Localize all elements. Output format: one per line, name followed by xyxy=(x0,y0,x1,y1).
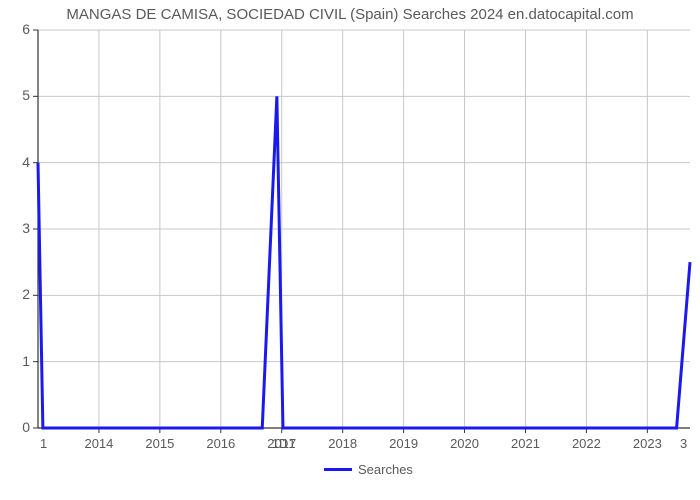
x-tick-label: 2015 xyxy=(145,436,174,451)
y-tick-label: 1 xyxy=(10,353,30,369)
corner-bottom-left-label: 1 xyxy=(40,436,47,451)
y-tick-label: 4 xyxy=(10,154,30,170)
x-tick-label: 2014 xyxy=(84,436,113,451)
chart-container: MANGAS DE CAMISA, SOCIEDAD CIVIL (Spain)… xyxy=(0,0,700,500)
x-tick-label: 2018 xyxy=(328,436,357,451)
y-tick-label: 2 xyxy=(10,286,30,302)
y-tick-label: 6 xyxy=(10,21,30,37)
x-tick-label: 2021 xyxy=(511,436,540,451)
x-tick-label: 2020 xyxy=(450,436,479,451)
x-tick-label: 2022 xyxy=(572,436,601,451)
y-tick-label: 5 xyxy=(10,87,30,103)
center-bottom-label: 1D1 xyxy=(272,436,296,451)
y-tick-label: 0 xyxy=(10,419,30,435)
corner-bottom-right-label: 3 xyxy=(680,436,687,451)
legend: Searches xyxy=(324,462,413,477)
x-tick-label: 2016 xyxy=(206,436,235,451)
x-tick-label: 2019 xyxy=(389,436,418,451)
chart-title: MANGAS DE CAMISA, SOCIEDAD CIVIL (Spain)… xyxy=(0,6,700,23)
legend-swatch xyxy=(324,468,352,471)
chart-plot xyxy=(38,30,690,428)
y-tick-label: 3 xyxy=(10,220,30,236)
x-tick-label: 2023 xyxy=(633,436,662,451)
legend-label: Searches xyxy=(358,462,413,477)
